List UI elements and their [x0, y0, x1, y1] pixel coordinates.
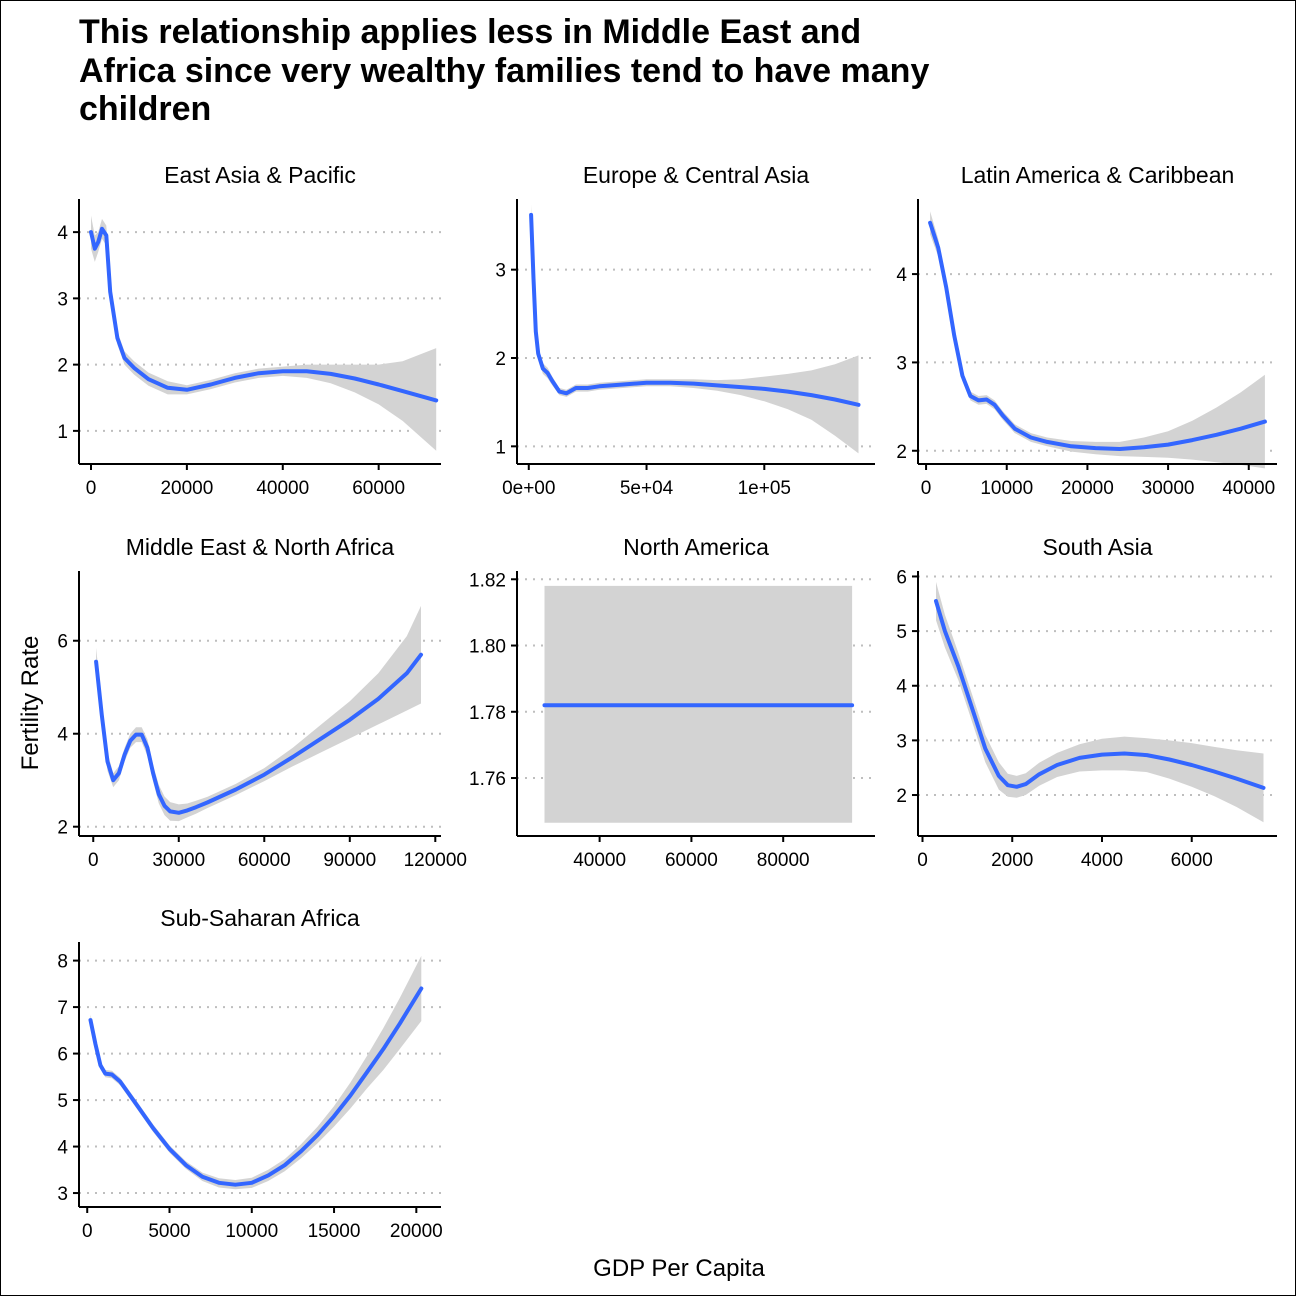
series-line [94, 652, 423, 815]
x-tick-label: 0e+00 [502, 478, 555, 499]
x-tick-label: 10000 [225, 1221, 278, 1242]
confidence-ribbon [91, 215, 437, 451]
x-tick-label: 15000 [308, 1221, 361, 1242]
y-tick-label: 5 [896, 622, 907, 643]
confidence-ribbon [531, 204, 859, 454]
y-tick-label: 2 [57, 356, 68, 377]
facet-panel: Europe & Central Asia 1 2 3 0e+00 5e+04 1e+05 [495, 162, 875, 499]
confidence-ribbon [96, 605, 421, 822]
x-tick-label: 4000 [1081, 850, 1123, 871]
x-tick-label: 90000 [323, 850, 376, 871]
x-tick-label: 40000 [573, 850, 626, 871]
y-tick-label: 1.80 [469, 637, 506, 658]
facet-panel: South Asia 2 3 4 5 6 0 2000 4000 6000 [896, 534, 1277, 871]
x-tick-label: 10000 [980, 478, 1033, 499]
y-tick-label: 3 [896, 353, 907, 374]
y-tick-label: 2 [896, 442, 907, 463]
y-tick-label: 1.78 [469, 703, 506, 724]
x-tick-label: 20000 [160, 478, 213, 499]
y-tick-label: 2 [57, 818, 68, 839]
facet-panel: North America 1.76 1.78 1.80 1.82 40000 60000 8… [469, 534, 875, 871]
facet-title: Latin America & Caribbean [961, 162, 1235, 188]
y-tick-label: 4 [57, 725, 68, 746]
x-tick-label: 0 [921, 478, 932, 499]
x-tick-label: 0 [82, 1221, 93, 1242]
y-tick-label: 3 [57, 1184, 68, 1205]
facet-panel: Middle East & North Africa 2 4 6 0 30000 60000… [57, 534, 467, 871]
x-tick-label: 5e+04 [620, 478, 674, 499]
facet-title: Europe & Central Asia [583, 162, 810, 188]
y-tick-label: 1 [57, 422, 68, 443]
y-tick-label: 1.82 [469, 570, 506, 591]
x-tick-label: 0 [88, 850, 99, 871]
x-tick-label: 5000 [148, 1221, 190, 1242]
facet-panel: Latin America & Caribbean 2 3 4 0 10000 20000 3… [896, 162, 1277, 499]
y-tick-label: 3 [57, 289, 68, 310]
series-line [928, 220, 1267, 451]
y-tick-label: 1 [495, 437, 506, 458]
y-tick-label: 2 [896, 786, 907, 807]
confidence-ribbon [936, 581, 1264, 823]
confidence-ribbon [90, 955, 422, 1190]
y-axis-title: Fertility Rate [17, 636, 44, 771]
facet-title: South Asia [1043, 534, 1153, 560]
x-tick-label: 0 [86, 478, 97, 499]
y-tick-label: 6 [896, 567, 907, 588]
facet-title: East Asia & Pacific [164, 162, 356, 188]
y-tick-label: 4 [57, 223, 68, 244]
y-tick-label: 6 [57, 632, 68, 653]
y-tick-label: 3 [896, 731, 907, 752]
x-tick-label: 30000 [1142, 478, 1195, 499]
x-tick-label: 0 [917, 850, 928, 871]
series-line [88, 986, 424, 1187]
series-line [529, 212, 861, 407]
y-tick-label: 4 [896, 265, 907, 286]
y-tick-label: 3 [495, 261, 506, 282]
series-line [934, 599, 1266, 790]
x-tick-label: 120000 [404, 850, 467, 871]
x-tick-label: 60000 [352, 478, 405, 499]
facet-panel: Sub-Saharan Africa 3 4 5 6 7 8 0 5000 10000 15000 2… [57, 905, 442, 1242]
y-tick-label: 4 [57, 1138, 68, 1159]
x-axis-title: GDP Per Capita [593, 1255, 765, 1282]
x-tick-label: 20000 [1061, 478, 1114, 499]
x-tick-label: 20000 [390, 1221, 443, 1242]
x-tick-label: 2000 [991, 850, 1033, 871]
x-tick-label: 60000 [665, 850, 718, 871]
x-tick-label: 6000 [1171, 850, 1213, 871]
x-tick-label: 30000 [152, 850, 205, 871]
facet-title: Middle East & North Africa [126, 534, 395, 560]
series-line [89, 226, 439, 403]
facet-panel: East Asia & Pacific 1 2 3 4 0 20000 40000 60000 [57, 162, 441, 499]
y-tick-label: 8 [57, 952, 68, 973]
x-tick-label: 60000 [238, 850, 291, 871]
x-tick-label: 80000 [757, 850, 810, 871]
y-tick-label: 6 [57, 1045, 68, 1066]
chart-title: This relationship applies less in Middle… [79, 13, 930, 128]
y-tick-label: 4 [896, 677, 907, 698]
facet-title: North America [623, 534, 769, 560]
facet-title: Sub-Saharan Africa [160, 905, 360, 931]
y-tick-label: 7 [57, 998, 68, 1019]
y-tick-label: 2 [495, 349, 506, 370]
confidence-ribbon [930, 211, 1265, 469]
x-tick-label: 40000 [1222, 478, 1275, 499]
y-tick-label: 1.76 [469, 769, 506, 790]
y-tick-label: 5 [57, 1091, 68, 1112]
x-tick-label: 1e+05 [738, 478, 791, 499]
x-tick-label: 40000 [256, 478, 309, 499]
